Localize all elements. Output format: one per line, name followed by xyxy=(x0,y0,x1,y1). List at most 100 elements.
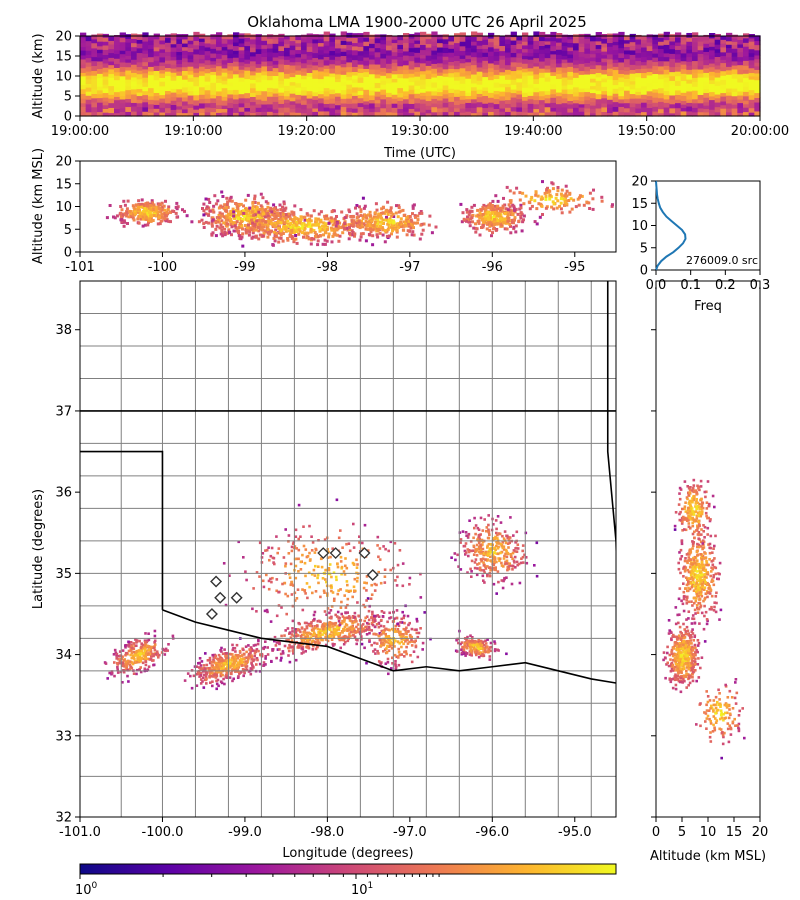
time-height-cell xyxy=(578,100,585,105)
plan-view-cell xyxy=(338,638,342,642)
time-height-cell xyxy=(91,111,98,117)
longitude-height-cell xyxy=(363,204,367,208)
time-height-cell xyxy=(442,59,449,65)
time-height-cell xyxy=(590,73,597,79)
longitude-height-cell xyxy=(132,218,136,222)
time-height-cell xyxy=(420,88,427,93)
longitude-height-cell xyxy=(484,213,488,217)
time-height-cell xyxy=(386,63,393,69)
time-height-cell xyxy=(295,56,302,63)
time-height-cell xyxy=(312,42,319,49)
time-height-cell xyxy=(323,90,330,97)
time-height-cell xyxy=(119,71,126,77)
time-height-cell xyxy=(159,65,166,71)
time-height-cell xyxy=(352,71,359,76)
longitude-height-cell xyxy=(282,202,286,206)
time-height-cell xyxy=(261,79,268,84)
time-height-cell xyxy=(386,34,393,41)
time-height-cell xyxy=(142,57,149,63)
time-height-cell xyxy=(442,111,449,117)
longitude-height-cell xyxy=(487,203,491,207)
time-height-cell xyxy=(743,111,750,117)
time-height-cell xyxy=(114,79,121,85)
time-height-cell xyxy=(352,82,359,88)
time-height-cell xyxy=(204,111,211,117)
time-height-cell xyxy=(329,98,336,104)
time-height-cell xyxy=(97,77,104,84)
longitude-height-cell xyxy=(268,215,272,219)
time-height-cell xyxy=(459,108,466,113)
time-height-cell xyxy=(567,79,574,85)
plan-view-cell xyxy=(221,652,225,656)
time-height-cell xyxy=(590,105,597,109)
time-height-cell xyxy=(227,85,234,91)
time-height-cell xyxy=(193,40,200,46)
time-height-cell xyxy=(204,84,211,91)
longitude-height-cell xyxy=(600,195,604,199)
time-height-cell xyxy=(199,107,206,113)
longitude-height-cell xyxy=(268,209,272,213)
time-height-cell xyxy=(346,84,353,90)
plan-view-cell xyxy=(164,647,168,651)
longitude-height-cell xyxy=(361,232,365,236)
longitude-height-cell xyxy=(205,205,209,209)
time-height-cell xyxy=(278,83,285,88)
time-height-cell xyxy=(584,95,591,101)
time-height-cell xyxy=(658,87,665,94)
time-height-cell xyxy=(607,99,614,105)
longitude-height-cell xyxy=(287,229,291,233)
time-height-cell xyxy=(465,98,472,103)
longitude-height-cell xyxy=(259,192,263,196)
longitude-height-cell xyxy=(500,217,504,221)
time-height-cell xyxy=(692,37,699,43)
plan-view-cell xyxy=(207,668,211,672)
time-height-cell xyxy=(748,112,755,117)
time-height-cell xyxy=(726,52,733,58)
time-height-cell xyxy=(471,68,478,75)
time-height-cell xyxy=(80,54,87,60)
longitude-height-cell xyxy=(519,216,523,220)
time-height-cell xyxy=(726,44,733,49)
longitude-height-cell xyxy=(536,194,540,198)
longitude-height-cell xyxy=(466,218,470,222)
time-height-cell xyxy=(278,50,285,57)
time-height-cell xyxy=(363,31,370,38)
time-height-cell xyxy=(527,98,534,104)
time-height-cell xyxy=(119,32,126,38)
longitude-height-cell xyxy=(389,206,393,210)
longitude-height-cell xyxy=(548,197,552,201)
time-height-cell xyxy=(80,93,87,99)
longitude-height-cell xyxy=(507,216,511,220)
longitude-height-cell xyxy=(490,216,493,220)
time-height-cell xyxy=(335,92,342,97)
time-height-cell xyxy=(244,54,251,60)
time-height-cell xyxy=(397,69,404,75)
longitude-height-cell xyxy=(577,203,581,207)
time-height-cell xyxy=(323,68,330,73)
time-height-cell xyxy=(476,36,483,41)
longitude-height-cell xyxy=(505,185,509,189)
time-height-cell xyxy=(148,39,155,46)
time-height-cell xyxy=(431,106,438,113)
longitude-height-cell xyxy=(253,222,257,226)
time-height-cell xyxy=(335,64,342,71)
longitude-height-cell xyxy=(156,212,160,216)
longitude-height-cell xyxy=(332,227,336,231)
longitude-height-cell xyxy=(250,218,254,222)
plan-view-cell xyxy=(192,674,196,678)
time-height-cell xyxy=(680,85,687,90)
longitude-height-cell xyxy=(225,215,229,219)
longitude-height-cell xyxy=(548,189,552,193)
time-height-cell xyxy=(737,39,744,45)
time-height-cell xyxy=(556,83,563,89)
time-height-cell xyxy=(380,67,387,72)
time-height-cell xyxy=(646,59,653,65)
time-height-cell xyxy=(652,43,659,49)
longitude-height-cell xyxy=(226,205,230,209)
time-height-cell xyxy=(669,48,676,54)
time-height-cell xyxy=(726,69,733,75)
time-height-cell xyxy=(397,96,404,101)
longitude-height-cell xyxy=(262,225,266,229)
time-height-cell xyxy=(233,94,240,100)
time-height-cell xyxy=(136,91,143,97)
